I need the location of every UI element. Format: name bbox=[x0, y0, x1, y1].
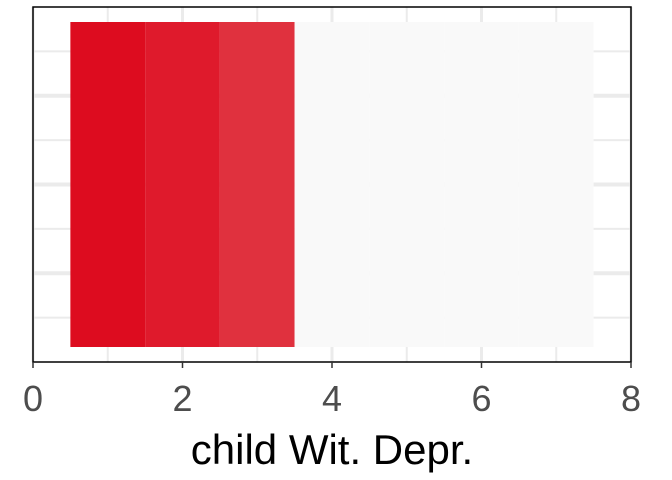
x-axis-title: child Wit. Depr. bbox=[191, 426, 473, 473]
tiles bbox=[70, 22, 594, 347]
tile bbox=[444, 22, 519, 347]
x-tick-label: 4 bbox=[322, 378, 342, 419]
x-tick-label: 2 bbox=[172, 378, 192, 419]
tile bbox=[145, 22, 220, 347]
x-tick-label: 8 bbox=[621, 378, 641, 419]
tile bbox=[518, 22, 594, 347]
tile bbox=[369, 22, 445, 347]
tile bbox=[294, 22, 370, 347]
x-tick-label: 6 bbox=[471, 378, 491, 419]
tile bbox=[70, 22, 146, 347]
tile bbox=[219, 22, 295, 347]
x-tick-label: 0 bbox=[23, 378, 43, 419]
x-axis-ticks: 0 2 4 6 8 bbox=[23, 362, 641, 419]
